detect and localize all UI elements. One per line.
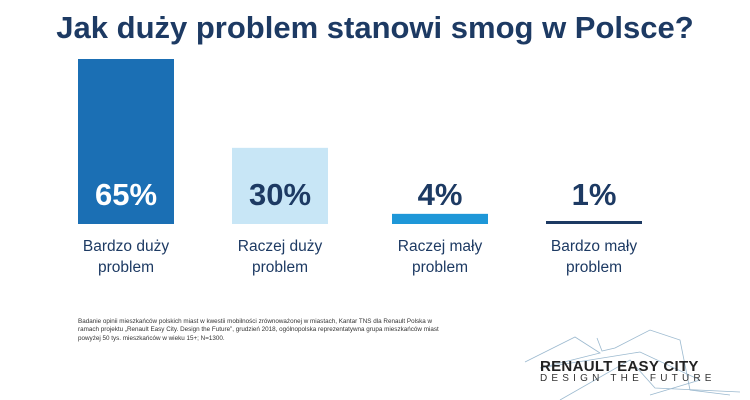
bar-1	[232, 147, 328, 224]
logo-line2: DESIGN THE FUTURE	[540, 373, 716, 384]
value-label: 1%	[572, 177, 617, 212]
category-label: Bardzo duży	[83, 238, 169, 255]
renault-easy-city-logo: RENAULT EASY CITY DESIGN THE FUTURE	[540, 358, 716, 384]
bar-0	[78, 59, 174, 224]
chart-title: Jak duży problem stanowi smog w Polsce?	[56, 10, 694, 45]
category-label: problem	[412, 259, 468, 276]
bar-2	[392, 213, 488, 224]
category-label: problem	[98, 259, 154, 276]
bar-3	[546, 221, 642, 224]
category-label: Bardzo mały	[551, 238, 637, 255]
value-label: 4%	[418, 177, 463, 212]
footnote: Badanie opinii mieszkańców polskich mias…	[78, 318, 439, 342]
category-label: problem	[252, 259, 308, 276]
value-label: 65%	[95, 177, 157, 212]
category-label: Raczej duży	[238, 238, 323, 255]
category-label: Raczej mały	[398, 238, 483, 255]
logo-network-lines	[524, 329, 741, 400]
value-label: 30%	[249, 177, 311, 212]
category-label: problem	[566, 259, 622, 276]
logo-line1: RENAULT EASY CITY	[540, 358, 699, 375]
